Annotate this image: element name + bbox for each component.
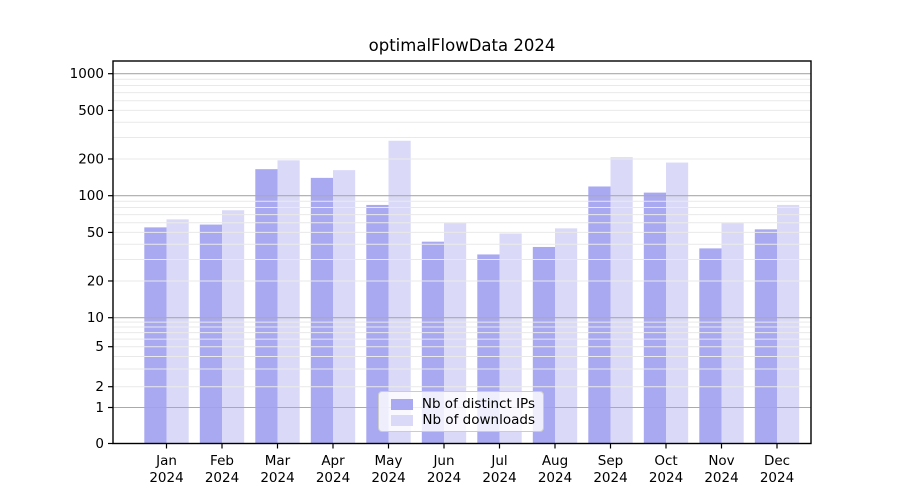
legend-swatch-downloads xyxy=(391,414,414,426)
bar-downloads-mar xyxy=(277,160,300,444)
y-tick-label: 2 xyxy=(95,379,104,395)
legend-item-downloads: Nb of downloads xyxy=(391,412,535,428)
legend-label-downloads: Nb of downloads xyxy=(422,412,535,428)
bar-downloads-dec xyxy=(777,204,800,444)
y-tick-label: 100 xyxy=(78,188,104,204)
plot-border xyxy=(112,60,812,445)
bar-downloads-jan xyxy=(166,219,189,444)
y-tick-label: 500 xyxy=(78,103,104,119)
bar-distinct-ips-may xyxy=(366,204,389,444)
x-tick-label-jun: Jun 2024 xyxy=(427,453,461,486)
bar-downloads-oct xyxy=(666,162,689,444)
x-tick-label-sep: Sep 2024 xyxy=(593,453,627,486)
bar-downloads-jul xyxy=(499,233,522,444)
x-tick-label-apr: Apr 2024 xyxy=(316,453,350,486)
y-tick-label: 5 xyxy=(95,339,104,355)
y-tick-label: 200 xyxy=(78,151,104,167)
x-tick-label-jul: Jul 2024 xyxy=(482,453,516,486)
bar-downloads-sep xyxy=(610,157,633,444)
legend-item-distinct-ips: Nb of distinct IPs xyxy=(390,396,535,412)
x-tick-label-dec: Dec 2024 xyxy=(760,453,794,486)
bar-downloads-may xyxy=(388,140,411,444)
bar-distinct-ips-dec xyxy=(754,229,777,444)
x-tick-label-jan: Jan 2024 xyxy=(149,453,183,486)
legend: Nb of distinct IPs Nb of downloads xyxy=(378,391,544,432)
x-tick-label-may: May 2024 xyxy=(371,453,405,486)
bar-distinct-ips-sep xyxy=(588,186,611,444)
bar-downloads-jun xyxy=(444,222,467,444)
x-tick-label-nov: Nov 2024 xyxy=(704,453,738,486)
x-tick-label-aug: Aug 2024 xyxy=(538,453,572,486)
bar-distinct-ips-feb xyxy=(199,224,222,444)
bar-distinct-ips-nov xyxy=(699,248,722,444)
y-tick-label: 0 xyxy=(95,436,104,452)
bar-downloads-nov xyxy=(721,222,744,444)
y-tick-label: 1000 xyxy=(70,66,104,82)
legend-label-distinct-ips: Nb of distinct IPs xyxy=(421,396,535,412)
x-tick-label-feb: Feb 2024 xyxy=(205,453,239,486)
y-tick-label: 1 xyxy=(95,400,104,416)
y-tick-label: 10 xyxy=(87,310,104,326)
bar-downloads-apr xyxy=(333,170,356,444)
bar-distinct-ips-apr xyxy=(310,177,333,444)
y-tick-label: 20 xyxy=(87,273,104,289)
x-tick-label-mar: Mar 2024 xyxy=(260,453,294,486)
x-tick-label-oct: Oct 2024 xyxy=(649,453,683,486)
y-tick-label: 50 xyxy=(87,225,104,241)
legend-swatch-distinct-ips xyxy=(390,398,413,410)
bar-downloads-aug xyxy=(555,228,578,444)
bar-distinct-ips-mar xyxy=(255,169,278,444)
chart-title: optimalFlowData 2024 xyxy=(368,36,556,55)
